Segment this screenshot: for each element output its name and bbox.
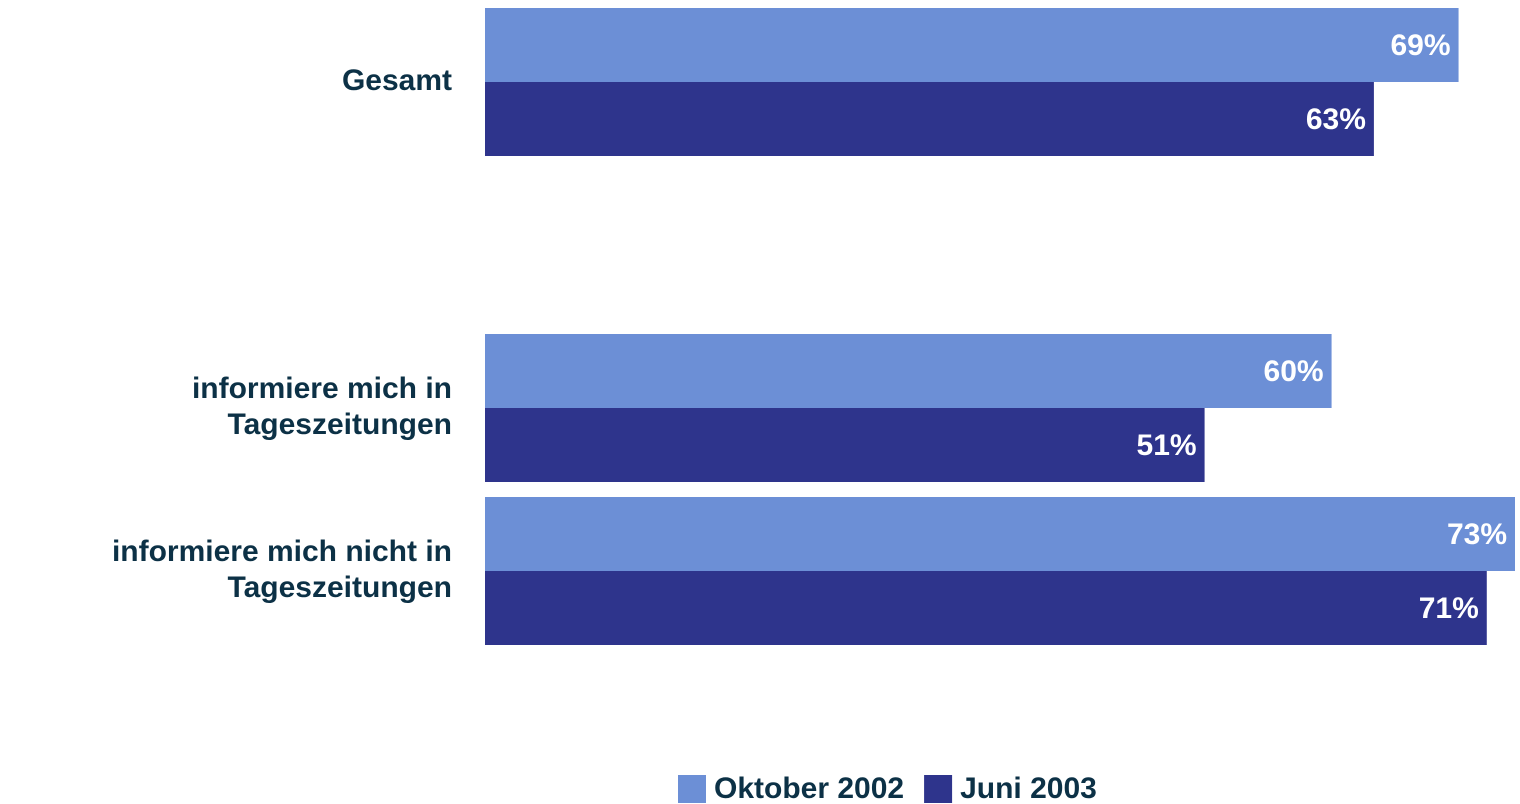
category-label: Gesamt — [342, 64, 452, 97]
bar — [485, 82, 1374, 156]
bar — [485, 8, 1459, 82]
bar — [485, 571, 1487, 645]
value-label: 63% — [1306, 103, 1366, 136]
legend-swatch — [924, 775, 953, 803]
bar — [485, 408, 1205, 482]
value-label: 71% — [1419, 592, 1479, 625]
legend-swatch — [678, 775, 706, 803]
bar — [485, 497, 1515, 571]
category-label: informiere mich in Tageszeitungen — [192, 372, 452, 441]
value-label: 60% — [1264, 355, 1324, 388]
legend-label: Juni 2003 — [960, 772, 1097, 804]
legend-label: Oktober 2002 — [714, 772, 904, 804]
value-label: 51% — [1137, 429, 1197, 462]
value-label: 69% — [1391, 29, 1451, 62]
category-label: informiere mich nicht in Tageszeitungen — [112, 535, 452, 604]
bar — [485, 334, 1332, 408]
value-label: 73% — [1447, 518, 1507, 551]
